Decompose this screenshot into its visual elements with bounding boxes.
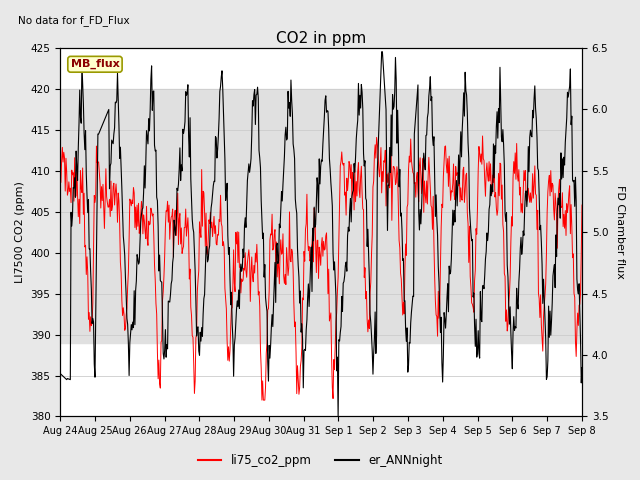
Text: MB_flux: MB_flux xyxy=(70,59,119,70)
Y-axis label: LI7500 CO2 (ppm): LI7500 CO2 (ppm) xyxy=(15,181,25,283)
Legend: li75_co2_ppm, er_ANNnight: li75_co2_ppm, er_ANNnight xyxy=(193,449,447,472)
Bar xyxy=(60,89,582,343)
Text: No data for f_FD_Flux: No data for f_FD_Flux xyxy=(19,15,130,26)
Y-axis label: FD Chamber flux: FD Chamber flux xyxy=(615,185,625,279)
Title: CO2 in ppm: CO2 in ppm xyxy=(276,31,366,46)
